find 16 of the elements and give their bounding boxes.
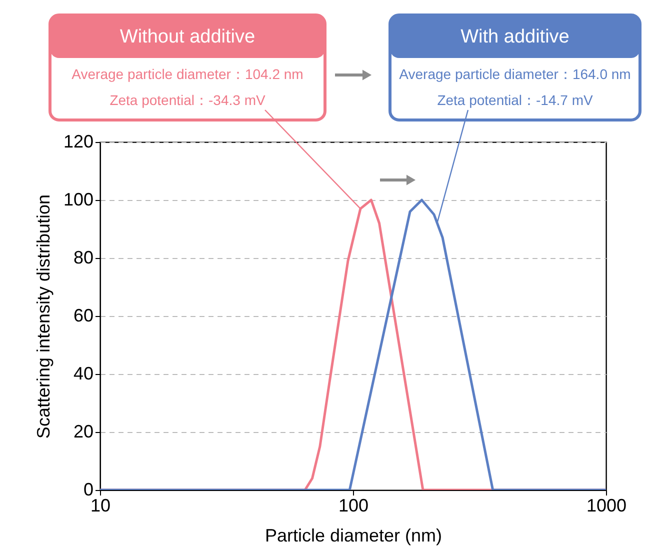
text: Without additive — [120, 26, 256, 48]
text: With additive — [460, 26, 570, 48]
text: Average particle diameter：164.0 nm — [399, 66, 631, 82]
y-tick-label: 120 — [63, 132, 94, 152]
y-tick-label: 100 — [63, 190, 94, 210]
x-axis-title: Particle diameter (nm) — [264, 526, 442, 546]
y-tick-label: 40 — [73, 364, 94, 384]
y-axis-title: Scattering intensity distribution — [33, 194, 54, 439]
annotation: Zeta potential：-14.7 mV — [437, 92, 594, 108]
text: Average particle diameter：104.2 nm — [72, 66, 304, 82]
annotation: Zeta potential：-34.3 mV — [110, 92, 266, 108]
x-tick-label: 1000 — [586, 496, 627, 516]
y-tick-label: 60 — [73, 306, 94, 326]
x-tick-label: 100 — [338, 496, 369, 516]
y-tick-label: 20 — [73, 422, 94, 442]
y-tick-label: 80 — [73, 248, 94, 268]
